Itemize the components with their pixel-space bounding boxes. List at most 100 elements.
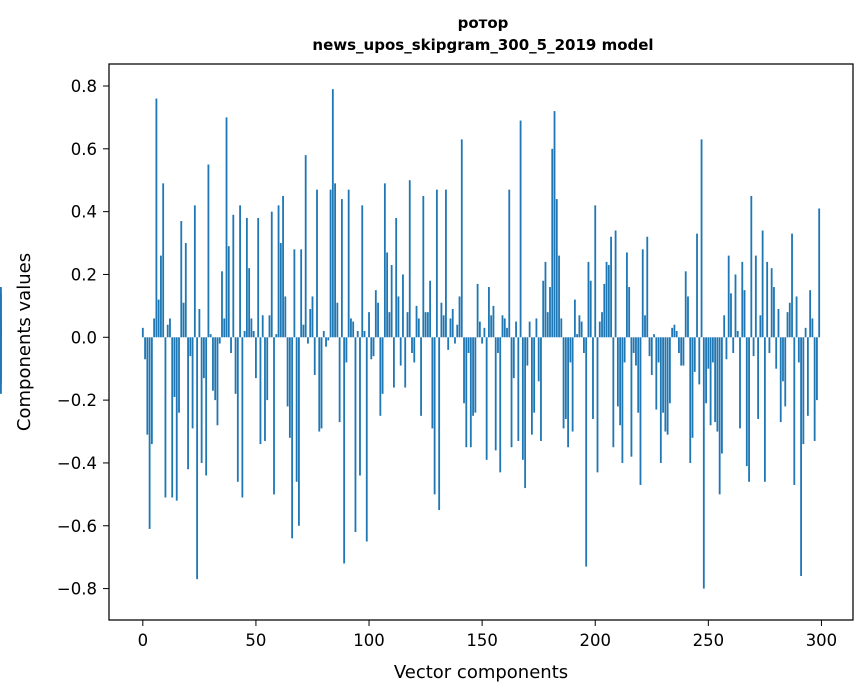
bar-component-114	[399, 337, 402, 366]
bar-component-127	[429, 280, 432, 338]
bar-component-196	[585, 337, 588, 567]
bar-component-288	[793, 337, 796, 485]
bar-component-61	[279, 243, 282, 338]
bar-component-12	[169, 318, 171, 338]
bar-component-268	[748, 337, 750, 482]
bar-component-160	[503, 318, 506, 338]
bar-component-224	[648, 337, 651, 357]
bar-component-94	[354, 337, 357, 533]
bar-component-247	[700, 139, 703, 338]
bar-component-17	[180, 221, 183, 338]
bar-component-100	[368, 312, 370, 338]
bar-component-98	[363, 331, 366, 338]
bar-component-276	[766, 261, 769, 338]
bar-component-246	[698, 337, 701, 385]
bar-component-201	[596, 337, 599, 473]
bar-component-145	[469, 337, 472, 448]
bar-component-174	[535, 318, 538, 338]
bar-component-245	[696, 233, 698, 338]
bar-component-71	[302, 324, 305, 338]
plot-frame	[108, 63, 854, 621]
bar-component-220	[639, 337, 642, 485]
bar-component-23	[193, 205, 196, 338]
bar-component-165	[515, 321, 517, 338]
bar-component-121	[415, 305, 418, 338]
bar-component-261	[732, 337, 735, 353]
bar-component-14	[173, 337, 176, 397]
bar-component-171	[528, 321, 531, 338]
chart-title: ротор	[458, 14, 509, 32]
bar-component-275	[763, 337, 766, 482]
bar-component-36	[223, 318, 226, 338]
bar-component-197	[587, 261, 590, 338]
bar-component-167	[519, 120, 522, 338]
bar-component-251	[709, 337, 712, 426]
bar-component-34	[218, 337, 221, 344]
bar-component-10	[164, 337, 167, 498]
bar-component-170	[526, 337, 529, 366]
y-tick-label: −0.8	[57, 580, 97, 599]
y-tick-label: 0.2	[71, 265, 97, 284]
bar-component-72	[304, 155, 307, 338]
bar-component-282	[779, 337, 782, 423]
bar-component-49	[252, 331, 255, 338]
bar-component-43	[239, 205, 241, 338]
bar-component-80	[322, 331, 325, 338]
bar-component-99	[365, 337, 368, 542]
bar-component-217	[632, 337, 635, 353]
bar-component-215	[628, 287, 631, 338]
bar-component-0	[141, 327, 144, 338]
bar-component-187	[564, 337, 567, 419]
bar-component-81	[325, 337, 327, 347]
bar-component-299	[818, 208, 821, 338]
bar-component-74	[309, 309, 312, 338]
bar-component-242	[689, 337, 692, 463]
bar-component-147	[474, 337, 477, 413]
bar-component-133	[442, 315, 445, 338]
bar-component-253	[714, 337, 717, 423]
bar-component-296	[811, 318, 814, 338]
bar-component-60	[277, 205, 280, 338]
bar-component-86	[336, 302, 339, 338]
bar-component-213	[623, 337, 626, 363]
bar-component-47	[248, 268, 251, 338]
bar-component-206	[607, 265, 610, 338]
bar-component-179	[546, 312, 549, 338]
bar-component-75	[311, 296, 314, 338]
bar-component-290	[797, 337, 800, 363]
bar-component-68	[295, 337, 298, 482]
bar-component-257	[723, 315, 726, 338]
bar-component-267	[745, 337, 748, 467]
bar-component-283	[782, 337, 784, 382]
x-tick-label: 150	[466, 631, 498, 650]
bar-component-105	[379, 337, 382, 416]
bar-component-undefined	[0, 293, 2, 338]
bar-component-188	[567, 337, 569, 448]
bar-component-227	[655, 337, 658, 410]
bar-component-228	[657, 337, 660, 363]
bar-component-66	[291, 337, 294, 539]
x-tick-label: 250	[693, 631, 725, 650]
bar-component-56	[268, 315, 271, 338]
bar-component-85	[334, 183, 336, 338]
bar-component-63	[284, 296, 287, 338]
bar-component-59	[275, 334, 278, 338]
bar-component-96	[359, 337, 361, 476]
bar-component-64	[286, 337, 289, 407]
bar-component-146	[472, 337, 474, 416]
bar-component-28	[205, 337, 208, 476]
bar-component-159	[501, 315, 504, 338]
bar-component-265	[741, 261, 744, 338]
bar-component-132	[440, 302, 443, 338]
bar-component-140	[458, 296, 461, 338]
bar-component-271	[754, 255, 757, 338]
bar-component-230	[662, 337, 664, 413]
x-tick-label: 100	[353, 631, 385, 650]
bar-component-83	[329, 189, 332, 338]
bar-component-13	[171, 337, 174, 498]
bar-component-266	[743, 290, 746, 338]
bar-component-180	[549, 287, 551, 338]
bar-component-153	[488, 287, 490, 338]
bar-component-277	[768, 337, 771, 353]
bar-component-92	[350, 318, 352, 338]
